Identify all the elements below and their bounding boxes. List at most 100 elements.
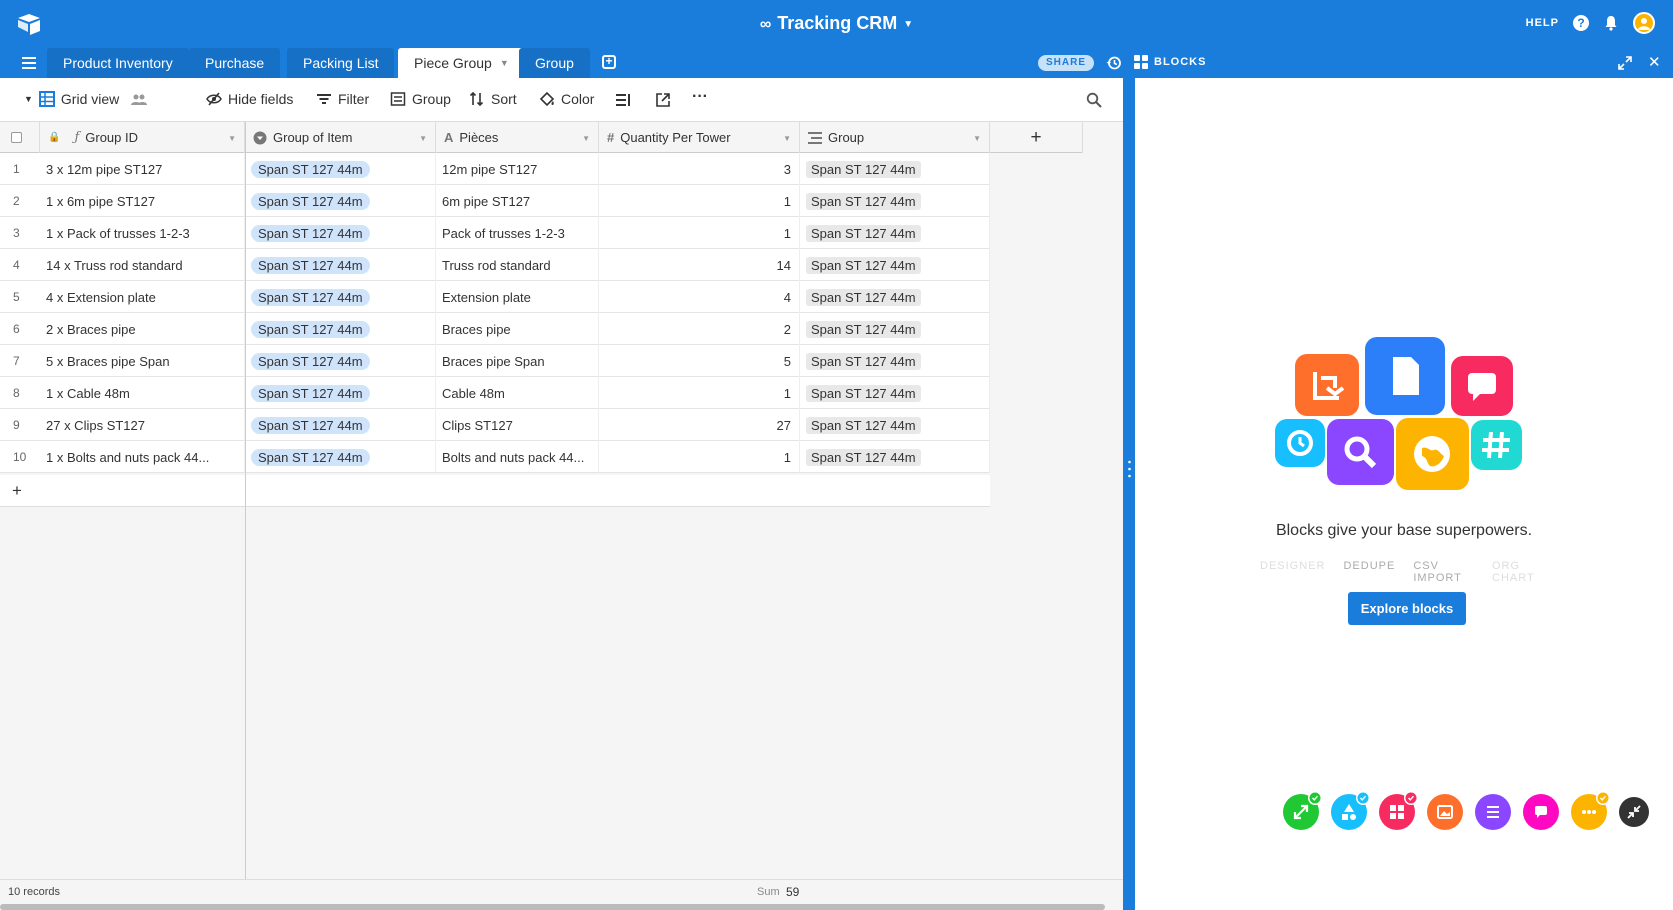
dock-block-button[interactable] xyxy=(1571,791,1610,830)
cell-quantity[interactable]: 4 xyxy=(599,281,800,313)
cell-group-of-item[interactable]: Span ST 127 44m xyxy=(245,185,436,217)
cell-group-of-item[interactable]: Span ST 127 44m xyxy=(245,153,436,185)
cell-group-id[interactable]: 3 x 12m pipe ST127 xyxy=(40,153,245,185)
chevron-down-icon[interactable]: ▼ xyxy=(419,134,427,143)
cell-pieces[interactable]: Braces pipe Span xyxy=(436,345,599,377)
table-row[interactable]: 5 4 x Extension plate Span ST 127 44m Exten… xyxy=(0,281,990,313)
history-icon[interactable] xyxy=(1106,55,1122,71)
row-height-icon[interactable] xyxy=(615,92,631,108)
table-row[interactable]: 4 14 x Truss rod standard Span ST 127 44m T… xyxy=(0,249,990,281)
tab-packing-list[interactable]: Packing List xyxy=(287,48,395,78)
column-header-group[interactable]: Group ▼ xyxy=(800,122,990,153)
hide-fields-button[interactable]: Hide fields xyxy=(206,91,293,107)
row-number[interactable]: 6 xyxy=(13,322,20,336)
horizontal-scrollbar[interactable] xyxy=(0,904,1105,910)
search-icon[interactable] xyxy=(1086,92,1102,108)
cell-pieces[interactable]: 12m pipe ST127 xyxy=(436,153,599,185)
cell-group-of-item[interactable]: Span ST 127 44m xyxy=(245,313,436,345)
share-view-icon[interactable] xyxy=(655,92,671,108)
table-row[interactable]: 2 1 x 6m pipe ST127 Span ST 127 44m 6m pipe… xyxy=(0,185,990,217)
cell-group-id[interactable]: 27 x Clips ST127 xyxy=(40,409,245,441)
cell-pieces[interactable]: Cable 48m xyxy=(436,377,599,409)
cell-group-id[interactable]: 1 x Bolts and nuts pack 44... xyxy=(40,441,245,473)
avatar[interactable] xyxy=(1633,12,1655,34)
dock-block-button[interactable] xyxy=(1283,791,1322,830)
airtable-logo-icon[interactable] xyxy=(16,12,42,36)
expand-icon[interactable] xyxy=(1618,56,1632,70)
table-row[interactable]: 3 1 x Pack of trusses 1-2-3 Span ST 127 44… xyxy=(0,217,990,249)
cell-pieces[interactable]: Pack of trusses 1-2-3 xyxy=(436,217,599,249)
column-header-pieces[interactable]: A Pièces ▼ xyxy=(436,122,599,153)
table-row[interactable]: 1 3 x 12m pipe ST127 Span ST 127 44m 12m pi… xyxy=(0,153,990,185)
cell-group[interactable]: Span ST 127 44m xyxy=(800,185,990,217)
table-row[interactable]: 10 1 x Bolts and nuts pack 44... Span ST 1… xyxy=(0,441,990,473)
bell-icon[interactable] xyxy=(1603,15,1619,31)
cell-group[interactable]: Span ST 127 44m xyxy=(800,281,990,313)
cell-group-of-item[interactable]: Span ST 127 44m xyxy=(245,217,436,249)
help-icon[interactable]: ? xyxy=(1573,15,1589,31)
cell-group[interactable]: Span ST 127 44m xyxy=(800,409,990,441)
cell-quantity[interactable]: 2 xyxy=(599,313,800,345)
cell-pieces[interactable]: Clips ST127 xyxy=(436,409,599,441)
cell-pieces[interactable]: Truss rod standard xyxy=(436,249,599,281)
tab-purchase[interactable]: Purchase xyxy=(189,48,281,78)
help-link[interactable]: HELP xyxy=(1525,17,1559,29)
add-record-row[interactable]: + xyxy=(0,475,990,507)
cell-quantity[interactable]: 14 xyxy=(599,249,800,281)
drag-handle-icon[interactable] xyxy=(1128,460,1131,478)
cell-group-of-item[interactable]: Span ST 127 44m xyxy=(245,441,436,473)
cell-quantity[interactable]: 1 xyxy=(599,185,800,217)
table-row[interactable]: 6 2 x Braces pipe Span ST 127 44m Braces pi… xyxy=(0,313,990,345)
dock-block-button[interactable] xyxy=(1379,791,1418,830)
explore-blocks-button[interactable]: Explore blocks xyxy=(1348,592,1466,625)
table-row[interactable]: 7 5 x Braces pipe Span Span ST 127 44m Brac… xyxy=(0,345,990,377)
collapse-dock-button[interactable] xyxy=(1619,797,1649,827)
cell-group-id[interactable]: 14 x Truss rod standard xyxy=(40,249,245,281)
row-number[interactable]: 7 xyxy=(13,354,20,368)
cell-quantity[interactable]: 5 xyxy=(599,345,800,377)
group-button[interactable]: Group xyxy=(390,91,451,107)
cell-group[interactable]: Span ST 127 44m xyxy=(800,249,990,281)
cell-pieces[interactable]: 6m pipe ST127 xyxy=(436,185,599,217)
base-title[interactable]: ∞ Tracking CRM ▼ xyxy=(0,13,1673,34)
cell-group[interactable]: Span ST 127 44m xyxy=(800,345,990,377)
row-number[interactable]: 8 xyxy=(13,386,20,400)
column-header-group-of-item[interactable]: Group of Item ▼ xyxy=(245,122,436,153)
dock-block-button[interactable] xyxy=(1331,791,1370,830)
row-number[interactable]: 1 xyxy=(13,162,20,176)
row-number[interactable]: 3 xyxy=(13,226,20,240)
collaborators-icon[interactable] xyxy=(131,91,148,107)
cell-group-id[interactable]: 1 x Pack of trusses 1-2-3 xyxy=(40,217,245,249)
close-icon[interactable]: ✕ xyxy=(1648,54,1661,71)
cell-group-id[interactable]: 4 x Extension plate xyxy=(40,281,245,313)
chevron-down-icon[interactable]: ▼ xyxy=(582,134,590,143)
sum-label[interactable]: Sum xyxy=(757,886,780,898)
chevron-down-icon[interactable]: ▼ xyxy=(783,134,791,143)
chevron-down-icon[interactable]: ▼ xyxy=(973,134,981,143)
cell-group[interactable]: Span ST 127 44m xyxy=(800,217,990,249)
cell-group-of-item[interactable]: Span ST 127 44m xyxy=(245,377,436,409)
cell-group[interactable]: Span ST 127 44m xyxy=(800,153,990,185)
table-row[interactable]: 9 27 x Clips ST127 Span ST 127 44m Clips ST… xyxy=(0,409,990,441)
filter-button[interactable]: Filter xyxy=(316,91,369,107)
cell-group-id[interactable]: 1 x 6m pipe ST127 xyxy=(40,185,245,217)
cell-group-of-item[interactable]: Span ST 127 44m xyxy=(245,345,436,377)
cell-pieces[interactable]: Braces pipe xyxy=(436,313,599,345)
row-number[interactable]: 10 xyxy=(13,450,27,464)
tab-group[interactable]: Group xyxy=(519,48,590,78)
cell-group-id[interactable]: 1 x Cable 48m xyxy=(40,377,245,409)
select-all-checkbox[interactable] xyxy=(11,132,22,143)
more-options-icon[interactable]: ··· xyxy=(692,88,708,105)
cell-pieces[interactable]: Extension plate xyxy=(436,281,599,313)
sort-button[interactable]: Sort xyxy=(469,91,517,107)
column-header-quantity-per-tower[interactable]: # Quantity Per Tower ▼ xyxy=(599,122,800,153)
view-switcher[interactable]: ▼ Grid view xyxy=(24,91,148,107)
chevron-down-icon[interactable]: ▼ xyxy=(499,58,509,68)
cell-group[interactable]: Span ST 127 44m xyxy=(800,377,990,409)
cell-group-id[interactable]: 5 x Braces pipe Span xyxy=(40,345,245,377)
dock-block-button[interactable] xyxy=(1475,794,1511,830)
color-button[interactable]: Color xyxy=(539,91,594,107)
share-button[interactable]: SHARE xyxy=(1038,55,1095,71)
panel-divider[interactable] xyxy=(1123,78,1135,910)
